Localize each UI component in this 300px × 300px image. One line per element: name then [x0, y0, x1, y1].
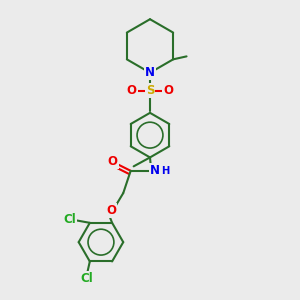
Text: S: S [146, 84, 154, 97]
Text: Cl: Cl [80, 272, 93, 285]
Text: Cl: Cl [64, 213, 76, 226]
Text: O: O [127, 84, 136, 97]
Text: O: O [164, 84, 173, 97]
Text: H: H [161, 166, 169, 176]
Text: N: N [145, 66, 155, 79]
Text: O: O [108, 155, 118, 168]
Text: N: N [149, 164, 160, 177]
Text: O: O [106, 204, 116, 218]
